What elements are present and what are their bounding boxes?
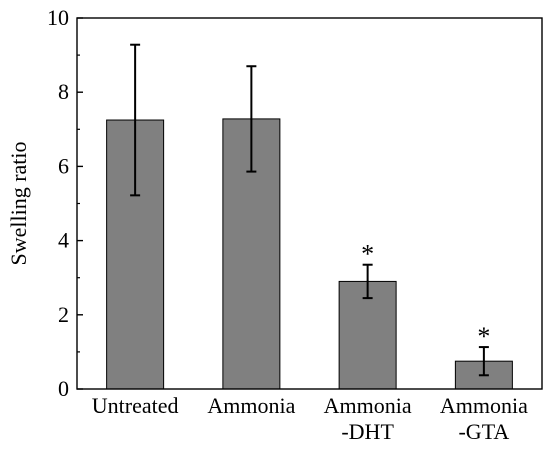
bars-layer — [106, 118, 513, 390]
y-axis-label: Swelling ratio — [6, 141, 31, 265]
x-tick-label-3-line-2: -DHT — [341, 419, 394, 444]
x-tick-label-4-line-2: -GTA — [458, 419, 509, 444]
y-tick-label-2: 2 — [58, 302, 69, 327]
x-tick-label-1: Untreated — [92, 393, 179, 418]
y-tick-label-8: 8 — [58, 79, 69, 104]
y-tick-label-6: 6 — [58, 153, 69, 178]
x-tick-label-2: Ammonia — [207, 393, 295, 418]
labels-layer: Untreated Ammonia*Ammonia-DHT*Ammonia-GTA… — [6, 5, 528, 444]
y-tick-label-4: 4 — [58, 228, 69, 253]
y-tick-label-0: 0 — [58, 376, 69, 401]
y-tick-label-10: 10 — [47, 5, 69, 30]
significance-marker-4: * — [477, 322, 490, 351]
x-tick-label-4-line-1: Ammonia — [440, 393, 528, 418]
error-bars-layer — [130, 43, 489, 377]
y-ticks-layer — [77, 17, 83, 390]
significance-marker-3: * — [361, 240, 374, 269]
x-tick-label-3-line-1: Ammonia — [324, 393, 412, 418]
